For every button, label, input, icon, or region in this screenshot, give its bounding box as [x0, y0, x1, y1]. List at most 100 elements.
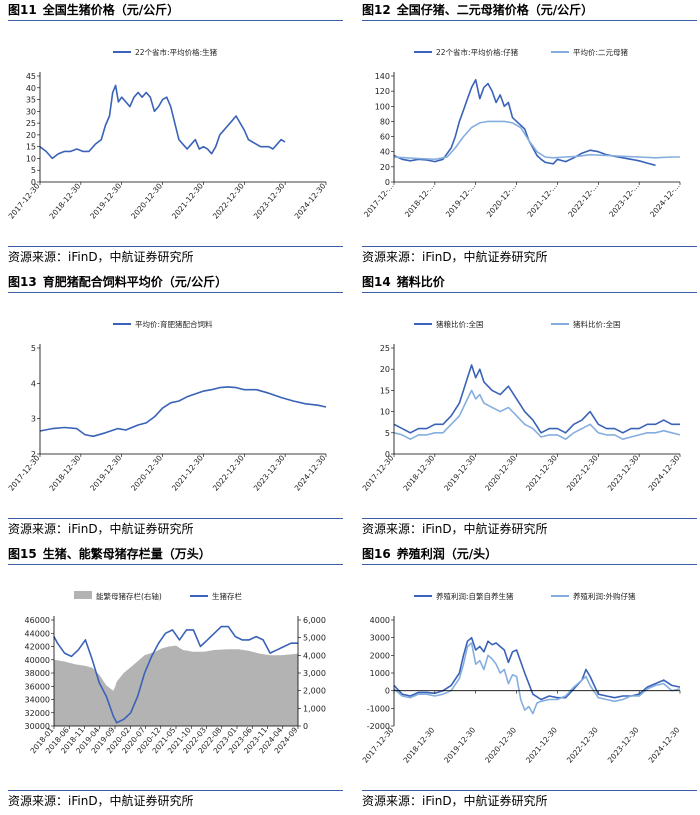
- series-line: [393, 636, 681, 701]
- x-tick-label: 2024-12-30: [647, 453, 682, 492]
- legend-label: 22个省市:平均价格:生猪: [135, 47, 218, 57]
- y-right-tick-label: 5,000: [303, 634, 326, 643]
- source-note: 资源来源：iFinD，中航证券研究所: [362, 518, 697, 541]
- legend-label: 平均价:二元母猪: [573, 47, 629, 57]
- title-rule: [8, 20, 343, 21]
- source-text: iFinD，中航证券研究所: [68, 794, 194, 808]
- x-tick-label: 2023-12-30: [252, 181, 287, 220]
- source-text: iFinD，中航证券研究所: [422, 250, 548, 264]
- x-tick-label: 2024-12-30: [293, 453, 328, 492]
- y-tick-label: 120: [375, 87, 390, 96]
- y-tick-label: 46000: [25, 616, 50, 625]
- y-right-tick-label: 6,000: [303, 616, 326, 625]
- title-rule: [362, 292, 697, 293]
- y-tick-label: 80: [380, 117, 390, 126]
- y-tick-label: 100: [375, 102, 390, 111]
- title-rule: [362, 564, 697, 565]
- legend-label: 生猪存栏: [212, 591, 242, 601]
- legend-label: 养殖利润:外购仔猪: [573, 591, 636, 601]
- y-tick-label: 45: [26, 72, 36, 81]
- y-tick-label: 60: [380, 133, 390, 142]
- x-tick-label: 2020-12-30: [129, 181, 164, 220]
- y-tick-label: 40000: [25, 656, 50, 665]
- series-line: [53, 625, 298, 724]
- y-tick-label: 35: [26, 96, 36, 105]
- legend-label: 能繁母猪存栏(右轴): [96, 591, 162, 601]
- panel-fig13: 图13 育肥猪配合饲料平均价（元/公斤） 平均价:育肥猪配合饲料 2 3 4 5 2017-…: [8, 272, 343, 543]
- figure-caption: 生猪、能繁母猪存栏量（万头）: [42, 547, 211, 561]
- series-area: [54, 645, 298, 726]
- series-line: [393, 389, 681, 440]
- x-tick-label: 2023-12-30: [606, 725, 641, 764]
- y-tick-label: 15: [380, 386, 390, 395]
- y-right-tick-label: 0: [303, 722, 308, 731]
- x-tick-label: 2020-12-...: [485, 182, 518, 219]
- figure-title: 图12 全国仔猪、二元母猪价格（元/公斤）: [362, 0, 697, 20]
- y-tick-label: 38000: [25, 669, 50, 678]
- source-note: 资源来源：iFinD，中航证券研究所: [8, 246, 343, 269]
- y-tick-label: -1000: [367, 704, 390, 713]
- y-tick-label: 44000: [25, 629, 50, 638]
- panel-fig14: 图14 猪料比价 猪粮比价:全国 猪料比价:全国 0 5 10 15 20 25 2017-12-…: [362, 272, 697, 543]
- x-tick-label: 2020-12-30: [129, 453, 164, 492]
- y-tick-label: 15: [26, 143, 36, 152]
- x-tick-label: 2023-12-30: [606, 453, 641, 492]
- source-text: iFinD，中航证券研究所: [422, 522, 548, 536]
- y-tick-label: 34000: [25, 696, 50, 705]
- x-tick-label: 2019-12-30: [88, 181, 123, 220]
- chart-inventory: 能繁母猪存栏(右轴) 生猪存栏 30000 32000 34000 36000 38000 4…: [25, 591, 326, 755]
- source-label: 资源来源：: [8, 250, 69, 264]
- source-label: 资源来源：: [362, 794, 423, 808]
- title-rule: [8, 564, 343, 565]
- legend-swatch: [74, 591, 92, 599]
- source-label: 资源来源：: [362, 522, 423, 536]
- figure-number: 图13: [8, 275, 37, 289]
- panel-fig11: 图11 全国生猪价格（元/公斤） 22个省市:平均价格:生猪 0 5 10 15 20 25 3…: [8, 0, 343, 271]
- y-tick-label: 0: [385, 450, 390, 459]
- x-tick-label: 2022-12-30: [211, 181, 246, 220]
- y-right-tick-label: 1,000: [303, 704, 326, 713]
- x-tick-label: 2020-12-30: [483, 453, 518, 492]
- y-tick-label: 4: [31, 379, 36, 388]
- chart-hog-feed-ratio: 猪粮比价:全国 猪料比价:全国 0 5 10 15 20 25 2017-12-30 2018-1…: [362, 319, 682, 493]
- x-tick-label: 2023-12-...: [607, 181, 640, 218]
- panel-fig12: 图12 全国仔猪、二元母猪价格（元/公斤） 22个省市:平均价格:仔猪 平均价:二元…: [362, 0, 697, 271]
- y-tick-label: 3000: [370, 634, 390, 643]
- y-tick-label: 30: [26, 107, 36, 116]
- x-tick-label: 2019-12-...: [444, 181, 477, 218]
- legend-label: 猪粮比价:全国: [436, 319, 484, 329]
- series-line: [39, 84, 286, 160]
- title-rule: [362, 20, 697, 21]
- y-tick-label: 0: [385, 178, 390, 187]
- x-tick-label: 2018-12-30: [401, 725, 436, 764]
- figure-title: 图15 生猪、能繁母猪存栏量（万头）: [8, 544, 343, 564]
- y-right-tick-label: 3,000: [303, 669, 326, 678]
- chart-price-hog: 22个省市:平均价格:生猪 0 5 10 15 20 25 30 35 40 45 2017-12-3…: [8, 47, 328, 221]
- y-tick-label: 42000: [25, 643, 50, 652]
- y-tick-label: 20: [380, 365, 390, 374]
- figure-caption: 全国生猪价格（元/公斤）: [42, 3, 180, 17]
- source-note: 资源来源：iFinD，中航证券研究所: [8, 790, 343, 813]
- x-tick-label: 2024-12-30: [293, 181, 328, 220]
- source-note: 资源来源：iFinD，中航证券研究所: [362, 790, 697, 813]
- chart-price-piglet-sow: 22个省市:平均价格:仔猪 平均价:二元母猪 0 20 40 60 80 100 120 140 2…: [362, 47, 681, 219]
- figure-title: 图16 养殖利润（元/头）: [362, 544, 697, 564]
- source-text: iFinD，中航证券研究所: [68, 250, 194, 264]
- y-tick-label: 1000: [370, 669, 390, 678]
- figure-caption: 全国仔猪、二元母猪价格（元/公斤）: [396, 3, 594, 17]
- figure-caption: 育肥猪配合饲料平均价（元/公斤）: [42, 275, 228, 289]
- x-tick-label: 2017-12-30: [8, 453, 42, 492]
- x-tick-label: 2021-12-30: [170, 181, 205, 220]
- y-tick-label: 2000: [370, 651, 390, 660]
- y-tick-label: 4000: [370, 616, 390, 625]
- x-tick-label: 2021-12-...: [526, 181, 559, 218]
- y-tick-label: 36000: [25, 682, 50, 691]
- x-tick-label: 2017-12-30: [362, 725, 396, 764]
- source-text: iFinD，中航证券研究所: [68, 522, 194, 536]
- x-tick-label: 2021-12-30: [524, 725, 559, 764]
- y-tick-label: 5: [31, 166, 36, 175]
- figure-number: 图16: [362, 547, 391, 561]
- title-rule: [8, 292, 343, 293]
- x-tick-label: 2019-12-30: [442, 453, 477, 492]
- y-tick-label: 0: [385, 687, 390, 696]
